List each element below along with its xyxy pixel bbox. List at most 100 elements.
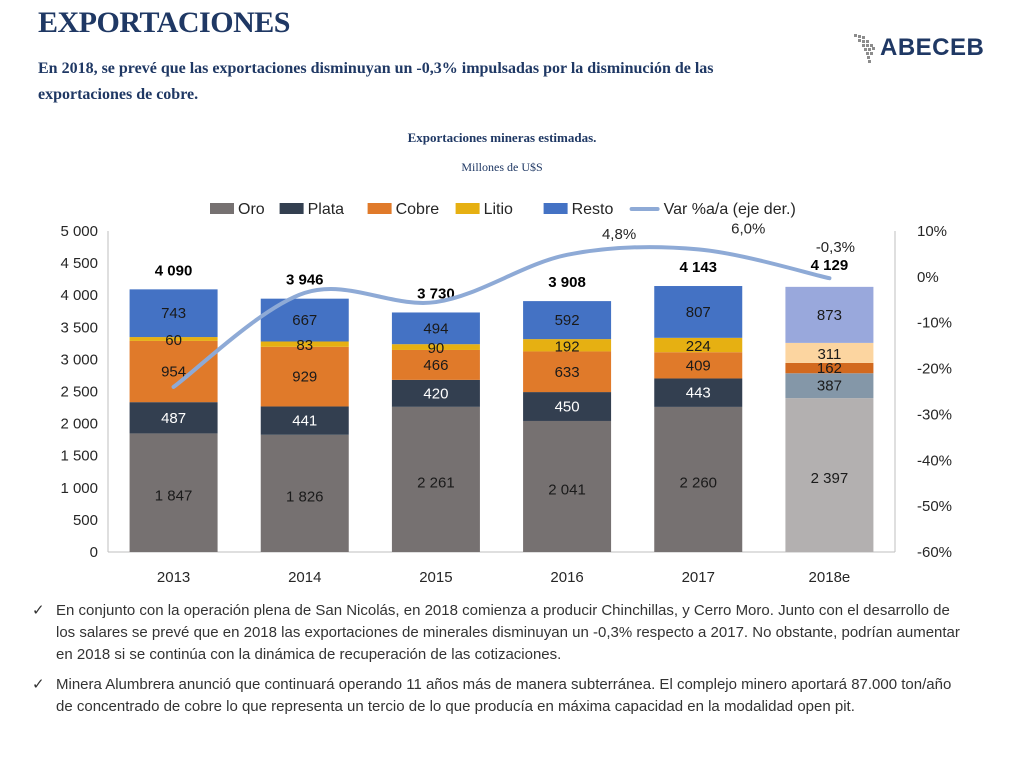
bar-litio xyxy=(523,339,612,352)
legend-swatch xyxy=(210,203,234,214)
total-label: 3 908 xyxy=(548,274,586,291)
legend-swatch xyxy=(367,203,392,214)
left-tick-label: 0 xyxy=(90,544,98,561)
variation-line xyxy=(171,245,832,389)
segment-label: 162 xyxy=(817,360,842,377)
legend-swatch xyxy=(455,203,480,214)
legend-label: Litio xyxy=(484,201,513,218)
line-data-label: 4,8% xyxy=(602,226,636,243)
bar-oro xyxy=(391,406,480,552)
bar-oro xyxy=(654,406,743,552)
total-label: 4 143 xyxy=(679,259,717,276)
bar-cobre xyxy=(260,346,349,407)
bullet-text: Minera Alumbrera anunció que continuará … xyxy=(56,676,952,715)
category-label: 2014 xyxy=(288,569,321,586)
right-tick-label: -10% xyxy=(917,315,952,332)
bar-oro xyxy=(260,434,349,552)
bar-cobre xyxy=(654,352,743,379)
bar-oro xyxy=(785,398,874,552)
segment-label: 494 xyxy=(423,320,448,337)
chart-subtitle: Millones de U$S xyxy=(461,160,543,174)
left-tick-label: 4 000 xyxy=(60,287,98,304)
segment-label: 450 xyxy=(555,399,580,416)
segment-label: 807 xyxy=(686,304,711,321)
right-tick-label: -20% xyxy=(917,361,952,378)
bar-litio xyxy=(391,344,480,350)
segment-label: 633 xyxy=(555,364,580,381)
left-tick-label: 500 xyxy=(73,512,98,529)
bar-resto xyxy=(654,286,743,338)
bar-litio xyxy=(654,337,743,353)
category-label: 2018e xyxy=(809,569,851,586)
segment-label: 592 xyxy=(555,312,580,329)
bar-resto xyxy=(129,289,218,338)
chart-title: Exportaciones mineras estimadas. xyxy=(407,130,597,145)
total-label: 4 090 xyxy=(155,262,193,279)
segment-label: 2 397 xyxy=(811,470,849,487)
segment-label: 487 xyxy=(161,410,186,427)
left-tick-label: 3 000 xyxy=(60,351,98,368)
bar-oro xyxy=(129,433,218,552)
legend-swatch xyxy=(543,203,568,214)
legend-label: Resto xyxy=(572,201,614,218)
segment-label: 929 xyxy=(292,369,317,386)
left-tick-label: 4 500 xyxy=(60,255,98,272)
segment-label: 2 260 xyxy=(679,474,717,491)
bar-plata xyxy=(391,379,480,407)
bar-resto xyxy=(523,301,612,340)
right-tick-label: -40% xyxy=(917,452,952,469)
bullet-text: En conjunto con la operación plena de Sa… xyxy=(56,602,960,663)
segment-label: 743 xyxy=(161,305,186,322)
left-tick-label: 3 500 xyxy=(60,319,98,336)
bar-plata xyxy=(129,402,218,434)
segment-label: 420 xyxy=(423,385,448,402)
line-data-label: 6,0% xyxy=(731,220,765,237)
left-tick-label: 1 500 xyxy=(60,448,98,465)
segment-label: 1 847 xyxy=(155,488,193,505)
bar-litio xyxy=(260,341,349,347)
segment-label: 443 xyxy=(686,385,711,402)
left-tick-label: 2 000 xyxy=(60,416,98,433)
legend-label: Plata xyxy=(308,201,345,218)
segment-label: 2 041 xyxy=(548,481,586,498)
bar-cobre xyxy=(391,349,480,380)
segment-label: 2 261 xyxy=(417,474,455,491)
segment-label: 387 xyxy=(817,378,842,395)
category-label: 2015 xyxy=(419,569,452,586)
left-tick-label: 1 000 xyxy=(60,480,98,497)
bullet-item: ✓ En conjunto con la operación plena de … xyxy=(32,600,972,666)
line-data-label: -0,3% xyxy=(816,239,855,256)
logo-text: ABECEB xyxy=(880,34,985,61)
total-label: 3 946 xyxy=(286,272,324,289)
bar-litio xyxy=(785,342,874,363)
segment-label: 667 xyxy=(292,312,317,329)
legend-label: Var %a/a (eje der.) xyxy=(664,201,796,218)
legend-label: Cobre xyxy=(396,201,440,218)
category-label: 2013 xyxy=(157,569,190,586)
segment-label: 441 xyxy=(292,413,317,430)
right-tick-label: -60% xyxy=(917,544,952,561)
right-tick-label: 0% xyxy=(917,269,939,286)
bar-cobre xyxy=(129,340,218,403)
bar-plata xyxy=(523,392,612,421)
segment-label: 1 826 xyxy=(286,488,324,505)
bar-cobre xyxy=(523,351,612,393)
legend-swatch xyxy=(279,203,304,214)
bar-oro xyxy=(523,420,612,552)
bullet-list: ✓ En conjunto con la operación plena de … xyxy=(32,600,972,726)
bar-litio xyxy=(129,337,218,341)
segment-label: 83 xyxy=(296,337,313,354)
segment-label: 311 xyxy=(817,346,841,363)
right-tick-label: -50% xyxy=(917,498,952,515)
page-subtitle: En 2018, se prevé que las exportaciones … xyxy=(38,60,714,103)
page-title: EXPORTACIONES xyxy=(38,6,290,39)
latin-america-map-icon xyxy=(854,34,875,63)
left-tick-label: 2 500 xyxy=(60,384,98,401)
category-label: 2016 xyxy=(550,569,583,586)
segment-label: 873 xyxy=(817,307,842,324)
segment-label: 954 xyxy=(161,364,186,381)
segment-label: 90 xyxy=(428,340,445,357)
segment-label: 192 xyxy=(555,338,580,355)
right-tick-label: -30% xyxy=(917,406,952,423)
segment-label: 409 xyxy=(686,357,711,374)
